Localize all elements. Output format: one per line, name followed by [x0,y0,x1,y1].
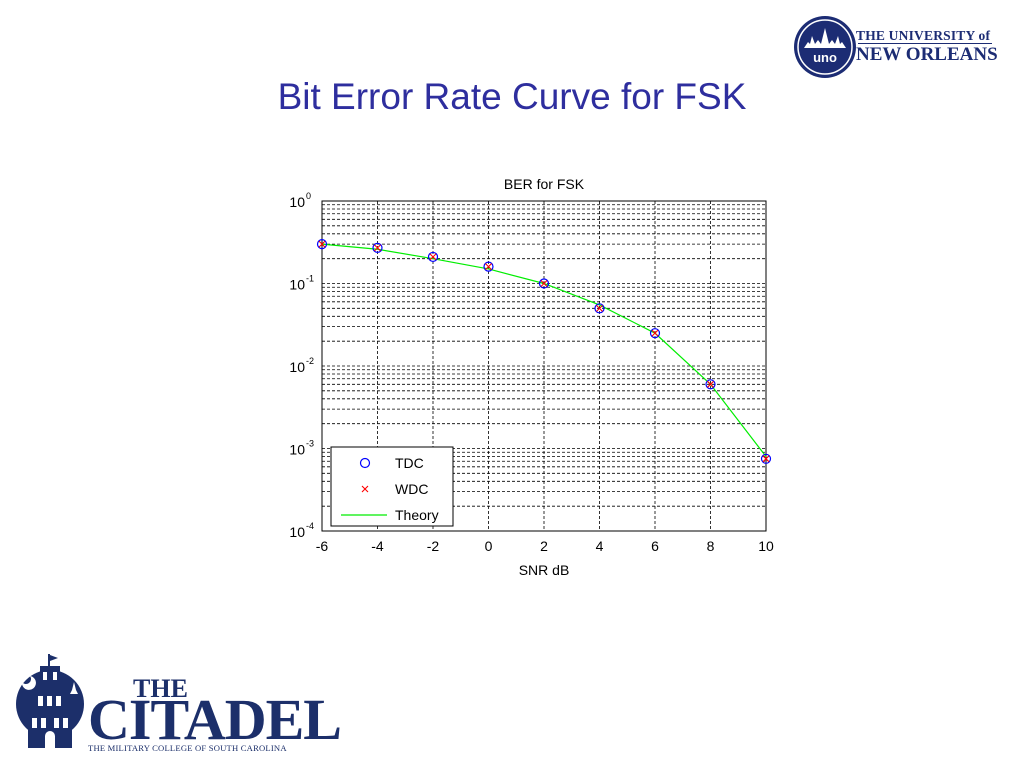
x-tick-label: 10 [758,538,774,554]
y-tick-exponent: -1 [306,274,314,284]
citadel-name: CITADEL [88,687,342,752]
y-tick-exponent: -2 [306,356,314,366]
y-tick-label: 10 [289,359,305,375]
uno-seal-text: uno [813,50,837,65]
y-tick-label: 10 [289,524,305,540]
citadel-subtitle: THE MILITARY COLLEGE OF SOUTH CAROLINA [88,743,287,753]
legend-label-tdc: TDC [395,455,424,471]
point-tdc [483,261,494,272]
legend-swatch-tdc [359,457,371,469]
legend-box [330,446,454,527]
point-wdc [540,280,548,287]
citadel-logo: THE CITADEL THE MILITARY COLLEGE OF SOUT… [14,650,342,756]
uno-divider [858,43,992,44]
x-tick-label: 8 [707,538,715,554]
y-tick-label: 10 [289,442,305,458]
y-tick-exponent: -3 [306,439,314,449]
legend-swatch-wdc [361,485,369,493]
x-tick-label: 2 [540,538,548,554]
point-wdc [707,380,714,388]
y-tick-label: 10 [289,277,305,293]
x-tick-label: -4 [371,538,384,554]
slide-title: Bit Error Rate Curve for FSK [277,76,747,117]
y-tick-exponent: 0 [306,191,311,201]
plot-frame [321,200,767,532]
x-tick-label: -6 [316,538,329,554]
point-tdc [760,453,772,464]
uno-line-1: THE UNIVERSITY of [856,28,991,43]
point-wdc [374,244,381,252]
point-tdc [649,328,661,339]
legend-label-wdc: WDC [395,481,428,497]
uno-line-2: NEW ORLEANS [856,44,998,65]
point-wdc [318,240,326,248]
citadel-the: THE [133,674,188,703]
uno-seal-icon: uno [794,16,856,78]
point-wdc [596,304,603,312]
point-tdc [427,251,439,263]
point-wdc [429,253,437,261]
x-tick-label: 0 [485,538,493,554]
x-tick-label: 6 [651,538,659,554]
point-tdc [594,303,605,314]
legend-label-theory: Theory [395,507,439,523]
x-axis-label: SNR dB [519,562,570,578]
point-tdc [316,239,328,250]
point-tdc [705,379,716,390]
point-wdc [762,455,770,463]
y-tick-label: 10 [289,194,305,210]
ber-chart: -6 -4 -2 0 2 4 6 8 10 10 0 10 -1 10 -2 10 -3 10 -4 BER for … [270,168,790,588]
x-tick-label: 4 [596,538,604,554]
university-of-new-orleans-logo: uno THE UNIVERSITY of NEW ORLEANS [792,14,1002,80]
chart-title: BER for FSK [504,176,585,192]
point-wdc [485,263,492,271]
citadel-tower-icon [16,654,84,748]
x-tick-label: -2 [427,538,440,554]
point-wdc [651,329,659,337]
y-tick-exponent: -4 [306,521,314,531]
point-tdc [372,242,383,254]
point-tdc [538,278,550,289]
